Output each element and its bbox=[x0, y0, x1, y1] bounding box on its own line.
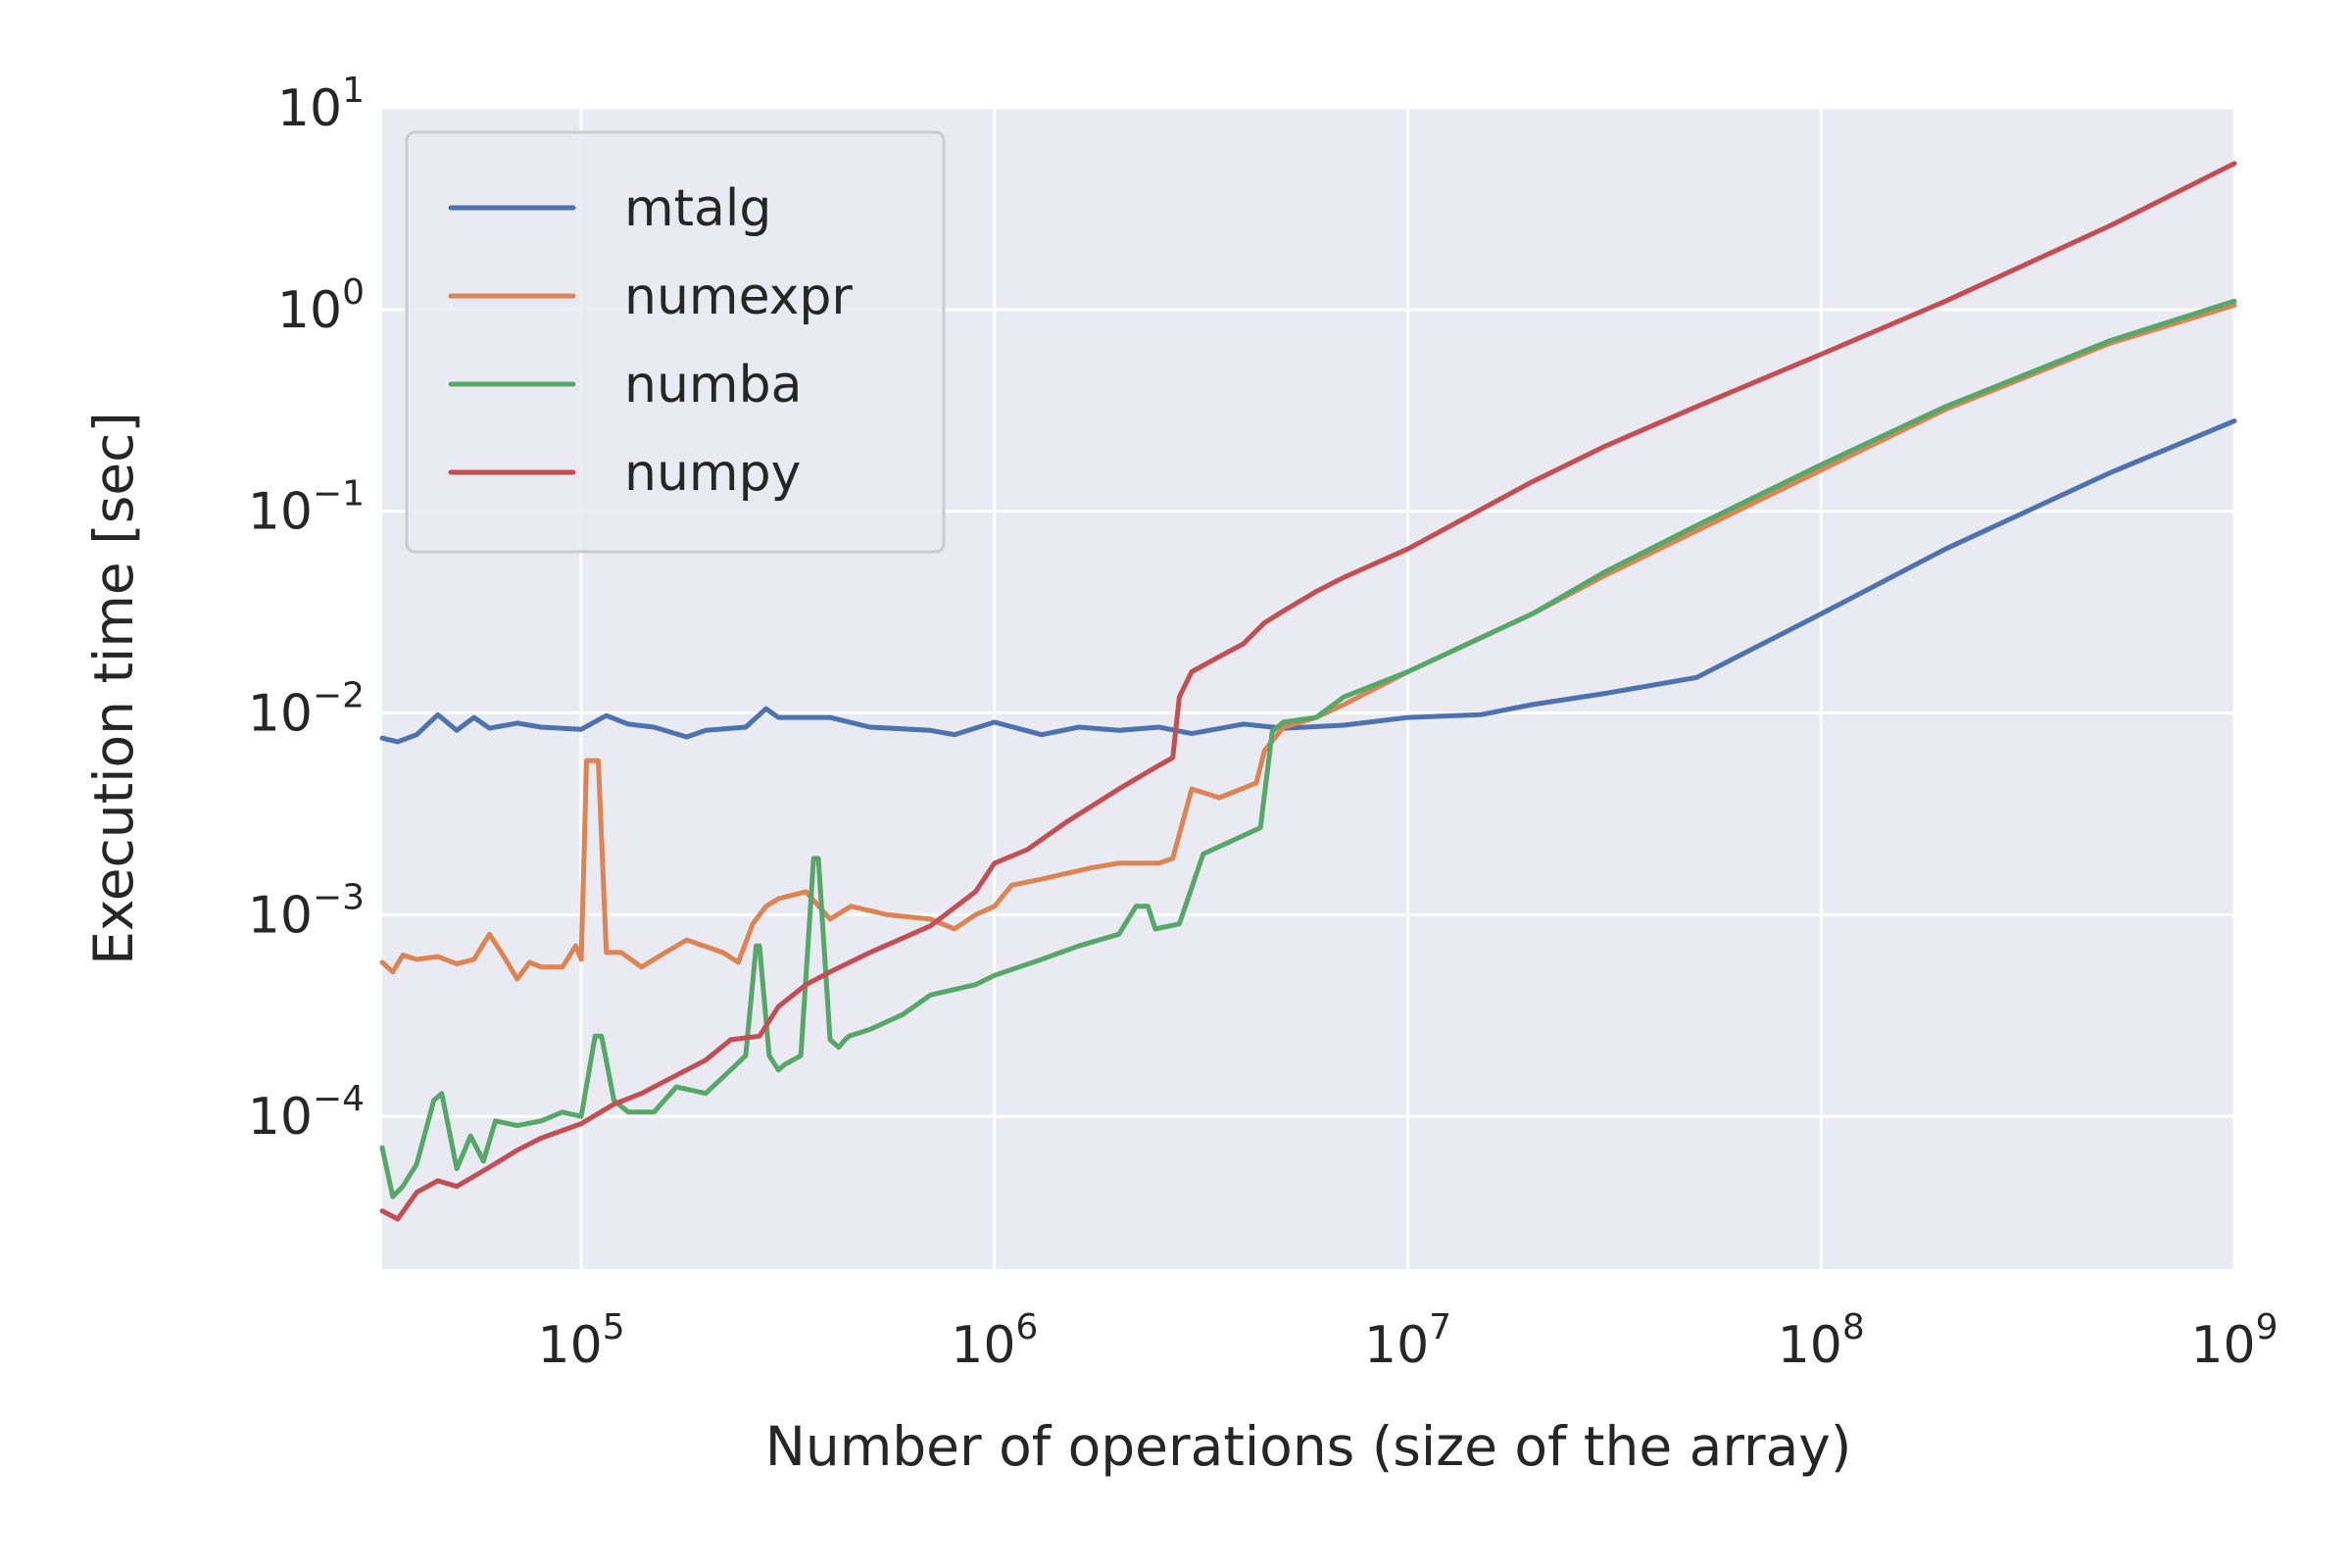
legend-label-mtalg: mtalg bbox=[624, 179, 771, 238]
series-line-numba bbox=[379, 298, 2237, 1200]
y-tick-base: 10 bbox=[248, 483, 313, 542]
x-tick-base: 10 bbox=[1364, 1316, 1429, 1375]
x-axis-label: Number of operations (size of the array) bbox=[765, 1415, 1852, 1478]
y-tick-exponent: −2 bbox=[313, 676, 365, 716]
y-tick-exponent: 0 bbox=[342, 272, 365, 313]
x-tick-base: 10 bbox=[2190, 1316, 2255, 1375]
y-tick-label: 10−2 bbox=[248, 676, 365, 744]
x-tick-base: 10 bbox=[951, 1316, 1015, 1375]
x-tick-label: 105 bbox=[538, 1307, 625, 1375]
y-tick-label: 100 bbox=[277, 272, 365, 340]
y-tick-label: 101 bbox=[277, 71, 365, 138]
y-tick-label: 10−1 bbox=[248, 474, 365, 542]
series-line-numpy bbox=[379, 161, 2237, 1222]
y-tick-base: 10 bbox=[277, 79, 342, 138]
x-tick-base: 10 bbox=[1778, 1316, 1842, 1375]
x-tick-label: 108 bbox=[1778, 1307, 1865, 1375]
y-tick-base: 10 bbox=[248, 886, 313, 945]
x-tick-labels: 105 106 107 108 109 bbox=[538, 1307, 2278, 1375]
y-tick-base: 10 bbox=[248, 685, 313, 744]
x-tick-label: 109 bbox=[2190, 1307, 2278, 1375]
x-tick-base: 10 bbox=[538, 1316, 603, 1375]
legend-box bbox=[405, 130, 946, 554]
x-tick-label: 106 bbox=[951, 1307, 1038, 1375]
y-tick-exponent: −4 bbox=[313, 1079, 365, 1119]
y-tick-exponent: −1 bbox=[313, 474, 365, 514]
x-tick-exponent: 8 bbox=[1842, 1307, 1865, 1348]
legend-label-numba: numba bbox=[624, 356, 802, 415]
y-tick-label: 10−4 bbox=[248, 1079, 365, 1147]
x-tick-exponent: 9 bbox=[2256, 1307, 2278, 1348]
legend-label-numexpr: numexpr bbox=[624, 268, 853, 326]
y-tick-base: 10 bbox=[277, 281, 342, 340]
y-tick-label: 10−3 bbox=[248, 877, 365, 945]
legend-label-numpy: numpy bbox=[624, 444, 801, 503]
y-tick-exponent: 1 bbox=[342, 71, 365, 111]
x-tick-label: 107 bbox=[1364, 1307, 1451, 1375]
y-tick-exponent: −3 bbox=[313, 877, 365, 917]
y-axis-label: Execution time [sec] bbox=[82, 412, 145, 965]
series-line-mtalg bbox=[379, 418, 2237, 745]
legend: mtalg numexpr numba numpy bbox=[405, 130, 946, 554]
x-tick-exponent: 7 bbox=[1429, 1307, 1451, 1348]
x-tick-exponent: 5 bbox=[603, 1307, 625, 1348]
y-tick-base: 10 bbox=[248, 1088, 313, 1147]
x-tick-exponent: 6 bbox=[1015, 1307, 1038, 1348]
series-lines bbox=[379, 161, 2237, 1222]
